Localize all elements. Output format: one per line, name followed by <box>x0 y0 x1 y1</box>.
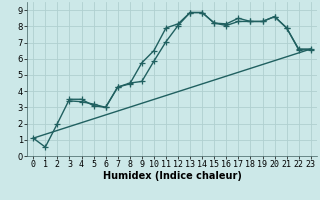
X-axis label: Humidex (Indice chaleur): Humidex (Indice chaleur) <box>103 171 241 181</box>
